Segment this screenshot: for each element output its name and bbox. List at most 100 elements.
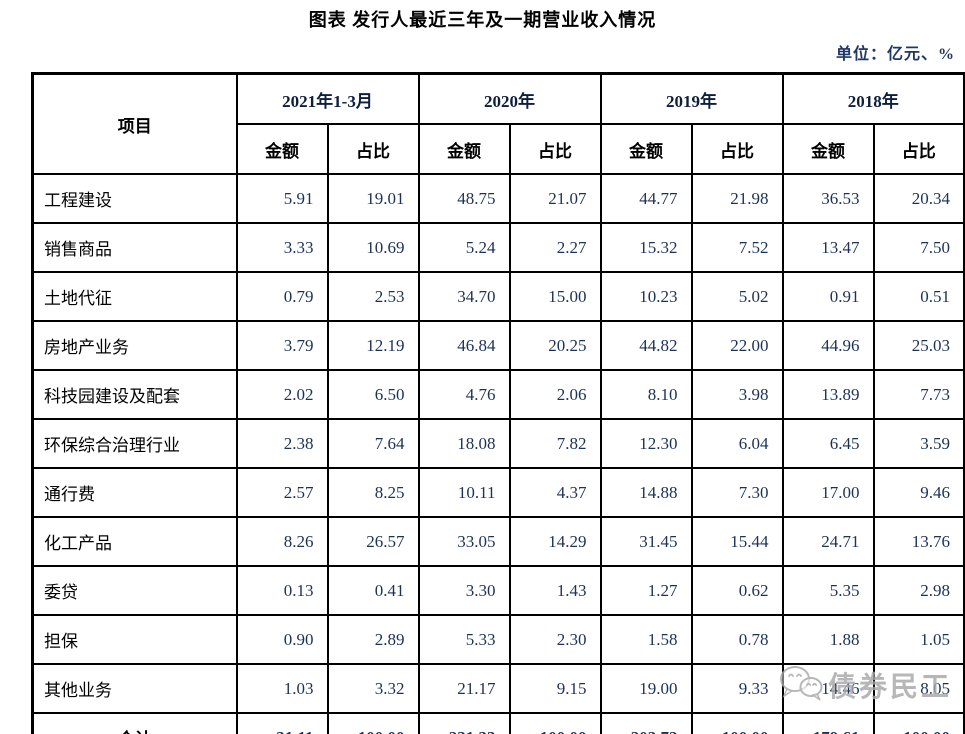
value-cell: 21.07	[508, 173, 602, 224]
table-row: 委贷 0.13 0.41 3.30 1.43 1.27 0.62 5.35 2.…	[31, 565, 965, 616]
total-value-cell: 179.61	[781, 712, 875, 734]
value-cell: 5.33	[417, 614, 511, 665]
row-label: 土地代征	[31, 271, 238, 322]
value-cell: 13.89	[781, 369, 875, 420]
sub-header-ratio: 占比	[326, 123, 420, 175]
table-row: 其他业务 1.03 3.32 21.17 9.15 19.00 9.33 14.…	[31, 663, 965, 714]
table-row: 科技园建设及配套 2.02 6.50 4.76 2.06 8.10 3.98 1…	[31, 369, 965, 420]
year-header-2021q1: 2021年1-3月	[235, 72, 420, 125]
value-cell: 10.23	[599, 271, 693, 322]
value-cell: 5.91	[235, 173, 329, 224]
value-cell: 6.45	[781, 418, 875, 469]
value-cell: 36.53	[781, 173, 875, 224]
total-value-cell: 100.00	[508, 712, 602, 734]
table-row: 房地产业务 3.79 12.19 46.84 20.25 44.82 22.00…	[31, 320, 965, 371]
row-label: 科技园建设及配套	[31, 369, 238, 420]
value-cell: 10.11	[417, 467, 511, 518]
year-header-2020: 2020年	[417, 72, 602, 125]
table-row: 担保 0.90 2.89 5.33 2.30 1.58 0.78 1.88 1.…	[31, 614, 965, 665]
value-cell: 44.96	[781, 320, 875, 371]
table-row: 土地代征 0.79 2.53 34.70 15.00 10.23 5.02 0.…	[31, 271, 965, 322]
value-cell: 7.73	[872, 369, 965, 420]
value-cell: 1.03	[235, 663, 329, 714]
row-label: 销售商品	[31, 222, 238, 273]
header-row-subcolumns: 金额 占比 金额 占比 金额 占比 金额 占比	[33, 123, 965, 175]
value-cell: 10.69	[326, 222, 420, 273]
item-column-header: 项目	[31, 72, 238, 175]
value-cell: 1.58	[599, 614, 693, 665]
value-cell: 25.03	[872, 320, 965, 371]
value-cell: 21.98	[690, 173, 784, 224]
value-cell: 14.29	[508, 516, 602, 567]
value-cell: 12.30	[599, 418, 693, 469]
value-cell: 0.78	[690, 614, 784, 665]
value-cell: 13.76	[872, 516, 965, 567]
value-cell: 2.30	[508, 614, 602, 665]
table-row: 通行费 2.57 8.25 10.11 4.37 14.88 7.30 17.0…	[31, 467, 965, 518]
income-table: 项目 2021年1-3月 2020年 2019年 2018年 金额 占比 金额 …	[31, 72, 965, 734]
page-title: 图表 发行人最近三年及一期营业收入情况	[308, 10, 657, 30]
value-cell: 3.79	[235, 320, 329, 371]
value-cell: 7.50	[872, 222, 965, 273]
year-header-2018: 2018年	[781, 72, 965, 125]
value-cell: 22.00	[690, 320, 784, 371]
value-cell: 34.70	[417, 271, 511, 322]
value-cell: 15.44	[690, 516, 784, 567]
value-cell: 20.34	[872, 173, 965, 224]
value-cell: 13.47	[781, 222, 875, 273]
sub-header-ratio: 占比	[690, 123, 784, 175]
value-cell: 12.19	[326, 320, 420, 371]
value-cell: 0.91	[781, 271, 875, 322]
value-cell: 2.38	[235, 418, 329, 469]
value-cell: 15.32	[599, 222, 693, 273]
value-cell: 0.62	[690, 565, 784, 616]
value-cell: 1.05	[872, 614, 965, 665]
value-cell: 8.10	[599, 369, 693, 420]
value-cell: 7.82	[508, 418, 602, 469]
value-cell: 3.32	[326, 663, 420, 714]
header-row-years: 项目 2021年1-3月 2020年 2019年 2018年	[31, 72, 965, 175]
value-cell: 3.98	[690, 369, 784, 420]
total-label: 合计	[31, 712, 238, 734]
total-value-cell: 100.00	[872, 712, 965, 734]
value-cell: 21.17	[417, 663, 511, 714]
sub-header-amount: 金额	[235, 123, 329, 175]
value-cell: 2.53	[326, 271, 420, 322]
total-value-cell: 203.72	[599, 712, 693, 734]
row-label: 通行费	[31, 467, 238, 518]
value-cell: 20.25	[508, 320, 602, 371]
value-cell: 26.57	[326, 516, 420, 567]
table-row: 化工产品 8.26 26.57 33.05 14.29 31.45 15.44 …	[31, 516, 965, 567]
unit-label: 单位：亿元、%	[835, 46, 955, 63]
total-value-cell: 31.11	[235, 712, 329, 734]
value-cell: 14.46	[781, 663, 875, 714]
value-cell: 2.98	[872, 565, 965, 616]
row-label: 担保	[31, 614, 238, 665]
value-cell: 19.00	[599, 663, 693, 714]
row-label: 其他业务	[31, 663, 238, 714]
value-cell: 48.75	[417, 173, 511, 224]
total-row: 合计 31.11 100.00 231.33 100.00 203.72 100…	[31, 712, 965, 734]
value-cell: 5.35	[781, 565, 875, 616]
sub-header-ratio: 占比	[508, 123, 602, 175]
row-label: 房地产业务	[31, 320, 238, 371]
value-cell: 2.57	[235, 467, 329, 518]
value-cell: 2.27	[508, 222, 602, 273]
value-cell: 19.01	[326, 173, 420, 224]
sub-header-amount: 金额	[417, 123, 511, 175]
value-cell: 0.79	[235, 271, 329, 322]
value-cell: 17.00	[781, 467, 875, 518]
value-cell: 7.64	[326, 418, 420, 469]
value-cell: 7.30	[690, 467, 784, 518]
total-value-cell: 100.00	[326, 712, 420, 734]
value-cell: 3.59	[872, 418, 965, 469]
value-cell: 2.06	[508, 369, 602, 420]
value-cell: 8.25	[326, 467, 420, 518]
value-cell: 9.46	[872, 467, 965, 518]
value-cell: 9.15	[508, 663, 602, 714]
table-row: 销售商品 3.33 10.69 5.24 2.27 15.32 7.52 13.…	[31, 222, 965, 273]
value-cell: 24.71	[781, 516, 875, 567]
value-cell: 31.45	[599, 516, 693, 567]
value-cell: 44.82	[599, 320, 693, 371]
